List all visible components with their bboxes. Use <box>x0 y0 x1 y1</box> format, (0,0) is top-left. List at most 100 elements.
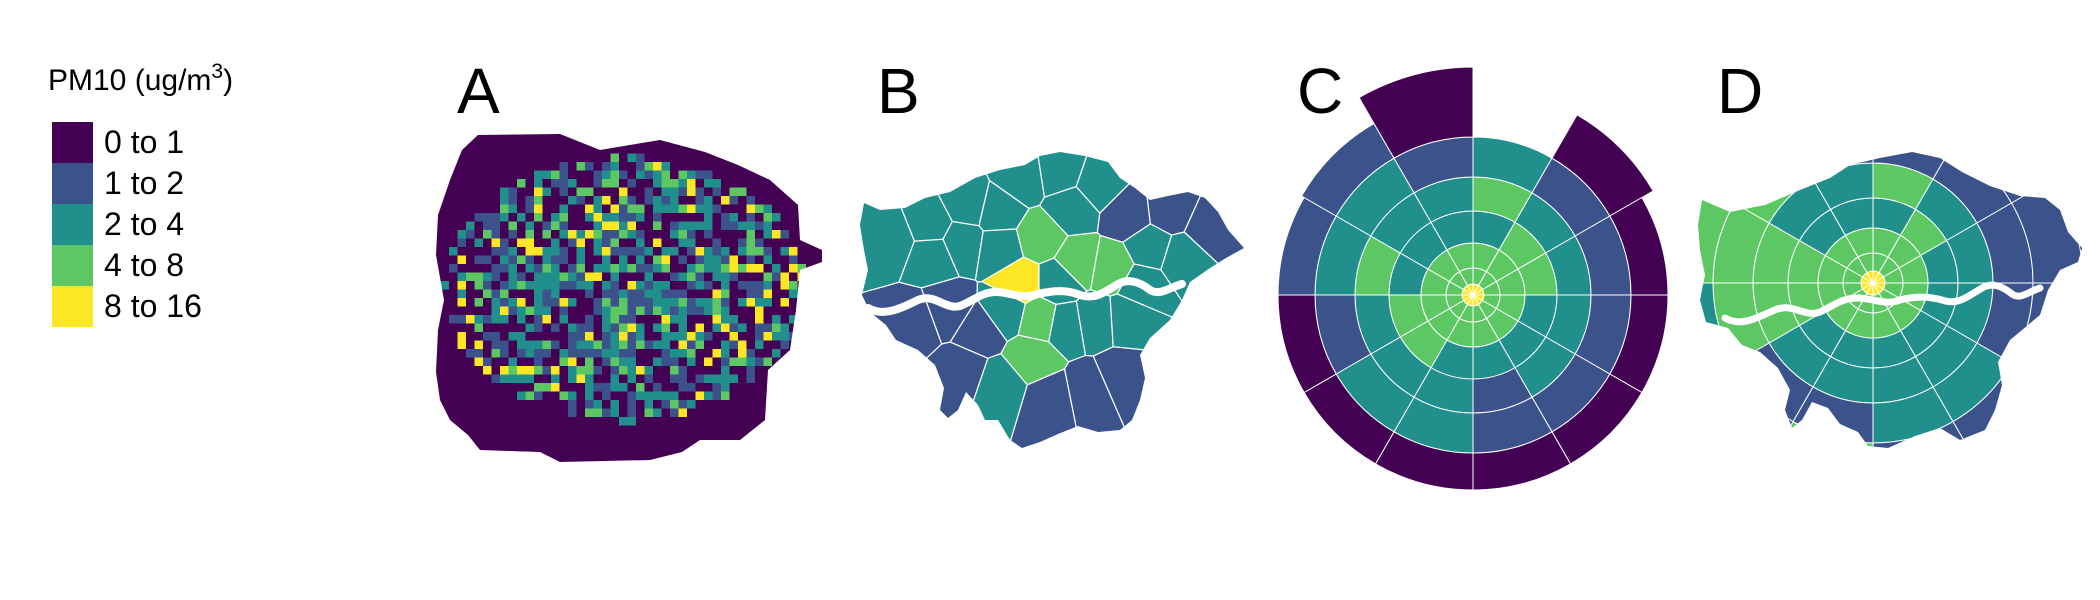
grid-cell <box>491 238 501 248</box>
grid-cell <box>780 187 790 197</box>
grid-cell <box>763 340 773 350</box>
grid-cell <box>661 221 671 231</box>
grid-cell <box>542 230 552 239</box>
grid-cell <box>551 298 560 307</box>
grid-cell <box>568 255 577 265</box>
grid-cell <box>449 134 458 137</box>
grid-cell <box>763 442 773 452</box>
grid-cell <box>644 400 654 409</box>
grid-cell <box>763 383 773 392</box>
grid-cell <box>491 425 501 435</box>
grid-cell <box>772 179 781 188</box>
grid-cell <box>517 408 526 418</box>
grid-cell <box>670 230 679 239</box>
grid-cell <box>627 281 637 290</box>
grid-cell <box>517 298 526 307</box>
grid-cell <box>789 204 798 214</box>
grid-cell <box>474 459 484 462</box>
grid-cell <box>644 281 654 290</box>
grid-cell <box>780 230 790 239</box>
grid-cell <box>466 425 475 435</box>
grid-cell <box>436 417 441 426</box>
grid-cell <box>636 179 645 188</box>
grid-cell <box>491 340 501 350</box>
grid-cell <box>780 340 790 350</box>
grid-cell <box>721 289 730 299</box>
grid-cell <box>619 417 628 426</box>
grid-cell <box>636 134 645 137</box>
grid-cell <box>440 247 450 256</box>
grid-cell <box>576 145 586 154</box>
grid-cell <box>661 383 671 392</box>
grid-cell <box>687 400 696 409</box>
grid-cell <box>678 264 688 273</box>
grid-cell <box>449 247 458 256</box>
grid-cell <box>806 434 815 443</box>
grid-cell <box>687 323 696 333</box>
grid-cell <box>763 315 773 324</box>
grid-cell <box>619 434 628 443</box>
legend: PM10 (ug/m3) 0 to 11 to 22 to 44 to 88 t… <box>48 60 233 327</box>
grid-cell <box>806 204 815 214</box>
grid-cell <box>440 221 450 231</box>
grid-cell <box>823 315 832 324</box>
grid-cell <box>814 238 822 248</box>
grid-cell <box>661 425 671 435</box>
grid-cell <box>602 383 611 392</box>
grid-cell <box>534 289 543 299</box>
grid-cell <box>780 221 790 231</box>
grid-cell <box>780 196 790 205</box>
grid-cell <box>594 468 603 477</box>
grid-cell <box>474 349 484 358</box>
grid-cell <box>738 230 747 239</box>
grid-cell <box>780 289 790 299</box>
grid-cell <box>440 298 450 307</box>
polar-cell <box>1767 420 1874 448</box>
grid-cell <box>551 408 560 418</box>
grid-cell <box>551 221 560 231</box>
grid-cell <box>755 196 764 205</box>
grid-cell <box>712 306 722 316</box>
grid-cell <box>440 272 450 282</box>
grid-cell <box>695 425 705 435</box>
grid-cell <box>695 134 705 137</box>
grid-cell <box>627 442 637 452</box>
grid-cell <box>653 400 662 409</box>
grid-cell <box>491 145 501 154</box>
grid-cell <box>474 357 484 367</box>
grid-cell <box>729 134 739 137</box>
grid-cell <box>729 221 739 231</box>
grid-cell <box>661 374 671 384</box>
grid-cell <box>559 417 569 426</box>
grid-cell <box>610 196 620 205</box>
grid-cell <box>525 255 535 265</box>
grid-cell <box>483 468 492 477</box>
grid-cell <box>602 255 611 265</box>
grid-cell <box>534 425 543 435</box>
grid-cell <box>814 196 822 205</box>
grid-cell <box>568 230 577 239</box>
grid-cell <box>457 238 467 248</box>
grid-cell <box>704 315 713 324</box>
grid-cell <box>687 451 696 460</box>
grid-cell <box>687 315 696 324</box>
grid-cell <box>593 204 603 214</box>
grid-cell <box>474 134 484 137</box>
grid-cell <box>449 442 458 452</box>
grid-cell <box>576 162 586 171</box>
grid-cell <box>568 289 577 299</box>
grid-cell <box>627 187 637 197</box>
grid-cell <box>466 213 475 222</box>
grid-cell <box>695 408 705 418</box>
grid-cell <box>551 272 560 282</box>
grid-cell <box>806 298 815 307</box>
grid-cell <box>449 204 458 214</box>
grid-cell <box>704 383 713 392</box>
grid-cell <box>814 442 822 452</box>
grid-cell <box>789 187 798 197</box>
grid-cell <box>500 400 509 409</box>
grid-cell <box>797 230 807 239</box>
grid-cell <box>500 221 509 231</box>
grid-cell <box>483 281 492 290</box>
polar-cell <box>1698 387 1769 448</box>
